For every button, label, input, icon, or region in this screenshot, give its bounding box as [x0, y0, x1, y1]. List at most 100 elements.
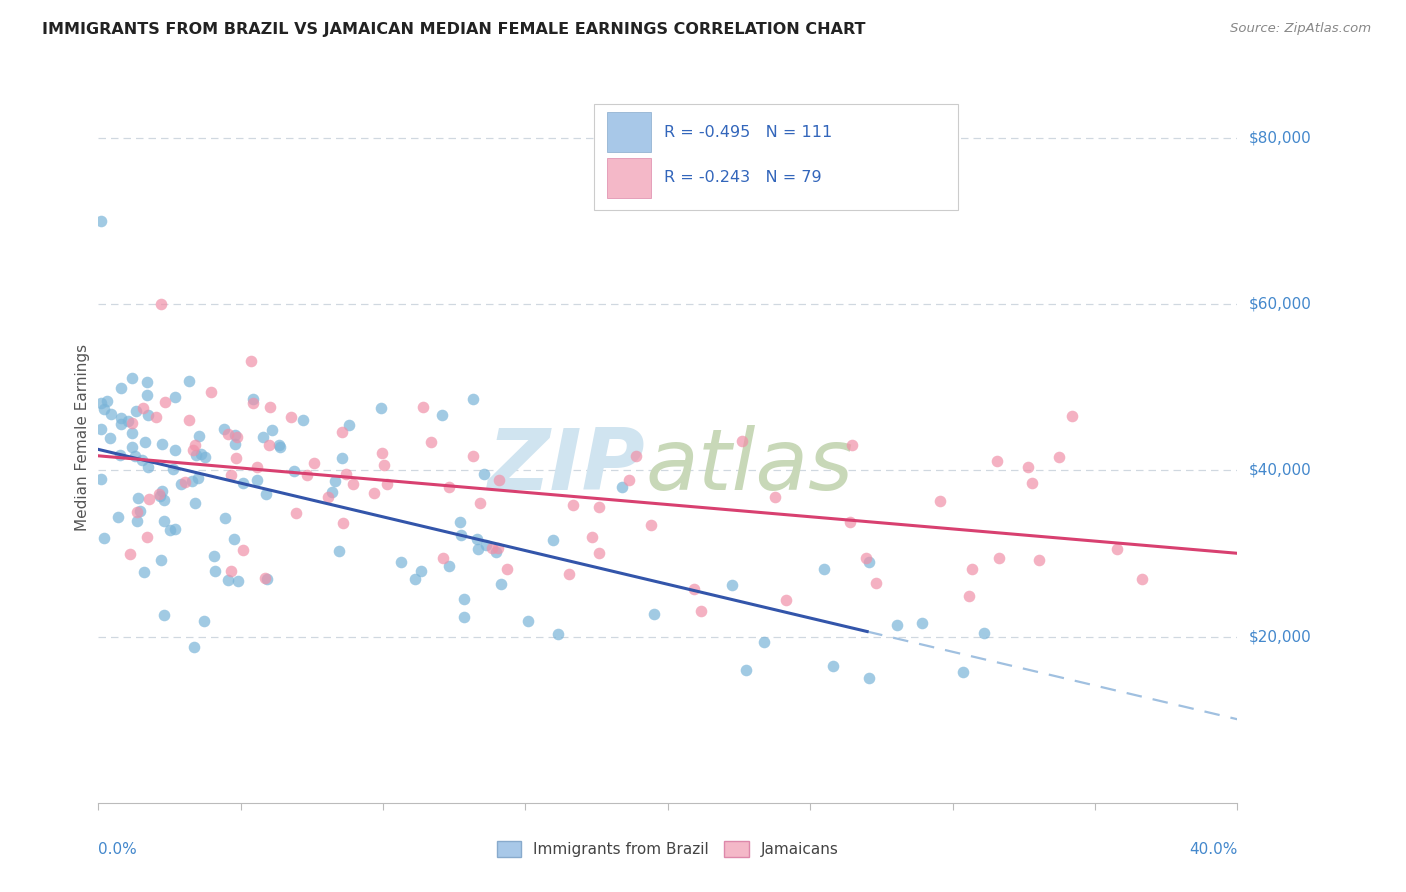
Point — [823, 659, 845, 673]
Point — [841, 438, 863, 452]
Point — [412, 401, 434, 415]
Point — [375, 476, 398, 491]
Point — [610, 480, 633, 494]
Point — [152, 514, 174, 528]
Point — [517, 614, 540, 628]
Point — [232, 475, 254, 490]
Point — [187, 470, 209, 484]
Point — [588, 500, 610, 514]
Point — [328, 544, 350, 558]
Point — [96, 394, 118, 409]
Point — [1028, 553, 1050, 567]
Point — [246, 459, 269, 474]
Point — [461, 449, 484, 463]
FancyBboxPatch shape — [593, 104, 959, 211]
Point — [138, 459, 160, 474]
Point — [110, 381, 132, 395]
Point — [561, 498, 583, 512]
Point — [129, 504, 152, 518]
Point — [134, 434, 156, 449]
Point — [173, 475, 195, 490]
Point — [193, 614, 215, 628]
Point — [453, 609, 475, 624]
Point — [107, 510, 129, 524]
Point — [775, 593, 797, 607]
Point — [731, 434, 754, 449]
Point — [153, 492, 176, 507]
Point — [495, 562, 517, 576]
Text: $40,000: $40,000 — [1249, 463, 1312, 478]
Point — [957, 589, 980, 603]
Point — [200, 385, 222, 400]
Point — [330, 450, 353, 465]
Point — [488, 473, 510, 487]
Point — [222, 533, 245, 547]
Point — [1021, 475, 1043, 490]
Point — [246, 473, 269, 487]
Point — [163, 522, 186, 536]
Point — [150, 297, 173, 311]
Point — [125, 514, 148, 528]
Point — [121, 371, 143, 385]
Point — [342, 477, 364, 491]
Point — [90, 421, 112, 435]
Text: $60,000: $60,000 — [1249, 297, 1312, 311]
Point — [838, 515, 860, 529]
Point — [120, 547, 142, 561]
Point — [465, 533, 488, 547]
Point — [219, 564, 242, 578]
Point — [986, 454, 1008, 468]
Point — [177, 375, 200, 389]
Point — [813, 561, 835, 575]
Point — [184, 438, 207, 452]
Point — [911, 615, 934, 630]
Point — [475, 538, 498, 552]
Point — [437, 558, 460, 573]
Point — [463, 392, 485, 406]
Point — [1047, 450, 1070, 464]
Text: R = -0.243   N = 79: R = -0.243 N = 79 — [665, 169, 823, 185]
Point — [202, 549, 225, 564]
Point — [929, 494, 952, 508]
Point — [134, 565, 156, 579]
Point — [302, 456, 325, 470]
Point — [1018, 459, 1040, 474]
Point — [125, 404, 148, 418]
Point — [131, 401, 153, 415]
Point — [190, 447, 212, 461]
Point — [295, 467, 318, 482]
Point — [370, 401, 392, 415]
FancyBboxPatch shape — [607, 112, 651, 152]
Point — [256, 573, 278, 587]
Text: Source: ZipAtlas.com: Source: ZipAtlas.com — [1230, 22, 1371, 36]
Point — [1105, 542, 1128, 557]
Point — [886, 618, 908, 632]
Point — [136, 388, 159, 402]
Point — [624, 449, 647, 463]
Point — [420, 435, 443, 450]
Point — [558, 566, 581, 581]
Point — [389, 556, 412, 570]
Point — [640, 517, 662, 532]
Point — [643, 607, 665, 622]
Point — [150, 437, 173, 451]
Point — [335, 467, 357, 481]
Point — [136, 530, 159, 544]
Point — [148, 487, 170, 501]
Text: 40.0%: 40.0% — [1189, 842, 1237, 856]
Point — [149, 489, 172, 503]
Text: 0.0%: 0.0% — [98, 842, 138, 856]
Point — [1062, 409, 1084, 423]
Point — [145, 410, 167, 425]
Point — [239, 354, 262, 368]
Point — [163, 390, 186, 404]
Point — [330, 425, 353, 440]
Point — [226, 574, 249, 588]
Point — [619, 473, 641, 487]
Point — [242, 392, 264, 406]
Point — [90, 396, 112, 410]
Point — [373, 458, 395, 472]
Point — [486, 541, 509, 555]
Point — [450, 528, 472, 542]
Point — [162, 461, 184, 475]
